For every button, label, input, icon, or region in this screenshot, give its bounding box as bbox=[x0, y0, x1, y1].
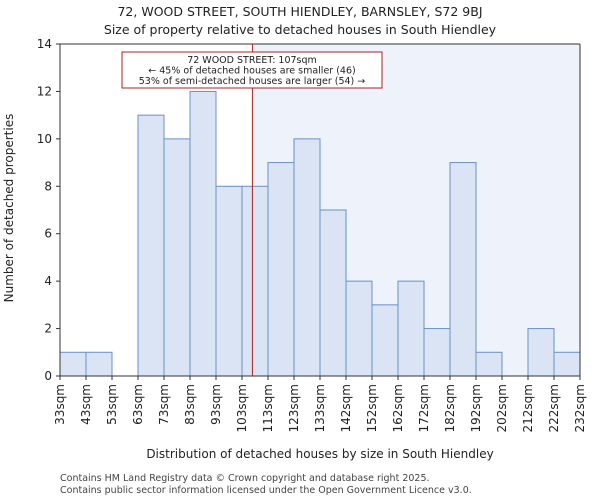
annotation-box bbox=[121, 51, 383, 89]
y-tick-label-8: 8 bbox=[44, 179, 52, 193]
annotation-line-2: ← 45% of detached houses are smaller (46… bbox=[148, 66, 355, 77]
x-axis-label: Distribution of detached houses by size … bbox=[146, 447, 493, 461]
x-tick-label-182sqm: 182sqm bbox=[443, 384, 457, 432]
bar-63sqm bbox=[137, 114, 165, 377]
chart-subtitle: Size of property relative to detached ho… bbox=[104, 22, 497, 37]
x-tick-label-172sqm: 172sqm bbox=[417, 384, 431, 432]
bar-93sqm bbox=[215, 185, 243, 377]
bar-142sqm bbox=[345, 280, 373, 377]
bar-43sqm bbox=[85, 351, 113, 377]
bar-133sqm bbox=[319, 209, 347, 377]
y-tick-label-0: 0 bbox=[44, 369, 52, 383]
y-tick-label-6: 6 bbox=[44, 227, 52, 241]
bar-192sqm bbox=[475, 351, 503, 377]
x-tick-label-53sqm: 53sqm bbox=[105, 384, 119, 425]
x-tick-label-73sqm: 73sqm bbox=[157, 384, 171, 425]
x-tick-label-232sqm: 232sqm bbox=[573, 384, 587, 432]
y-tick-label-2: 2 bbox=[44, 322, 52, 336]
chart-title: 72, WOOD STREET, SOUTH HIENDLEY, BARNSLE… bbox=[117, 4, 482, 19]
bar-33sqm bbox=[59, 351, 87, 377]
footer-line-2: Contains public sector information licen… bbox=[60, 485, 472, 496]
x-tick-label-93sqm: 93sqm bbox=[209, 384, 223, 425]
bar-113sqm bbox=[267, 162, 295, 377]
footer-line-1: Contains HM Land Registry data © Crown c… bbox=[60, 473, 430, 484]
x-tick-label-192sqm: 192sqm bbox=[469, 384, 483, 432]
x-tick-label-162sqm: 162sqm bbox=[391, 384, 405, 432]
annotation-line-3: 53% of semi-detached houses are larger (… bbox=[139, 76, 366, 87]
y-tick-label-14: 14 bbox=[37, 37, 52, 51]
y-tick-label-4: 4 bbox=[44, 274, 52, 288]
x-tick-label-123sqm: 123sqm bbox=[287, 384, 301, 432]
bar-152sqm bbox=[371, 304, 399, 377]
bar-172sqm bbox=[423, 328, 451, 377]
annotation-line-1: 72 WOOD STREET: 107sqm bbox=[187, 55, 317, 66]
x-tick-label-133sqm: 133sqm bbox=[313, 384, 327, 432]
plot-area: 0 2 4 6 8 10 12 14 33sqm 43sqm 53sqm 63sqm 73sqm 83sq… bbox=[37, 37, 587, 432]
bar-162sqm bbox=[397, 280, 425, 377]
x-tick-label-152sqm: 152sqm bbox=[365, 384, 379, 432]
bar-123sqm bbox=[293, 138, 321, 377]
y-tick-label-12: 12 bbox=[37, 84, 52, 98]
x-tick-label-222sqm: 222sqm bbox=[547, 384, 561, 432]
bar-212sqm bbox=[527, 328, 555, 377]
x-tick-label-212sqm: 212sqm bbox=[521, 384, 535, 432]
x-tick-label-33sqm: 33sqm bbox=[53, 384, 67, 425]
bar-73sqm bbox=[163, 138, 191, 377]
bar-83sqm bbox=[189, 90, 217, 377]
x-tick-label-83sqm: 83sqm bbox=[183, 384, 197, 425]
x-tick-label-142sqm: 142sqm bbox=[339, 384, 353, 432]
y-tick-label-10: 10 bbox=[37, 132, 52, 146]
bar-222sqm bbox=[553, 351, 581, 377]
x-tick-label-202sqm: 202sqm bbox=[495, 384, 509, 432]
x-tick-label-103sqm: 103sqm bbox=[235, 384, 249, 432]
x-tick-label-43sqm: 43sqm bbox=[79, 384, 93, 425]
x-tick-label-63sqm: 63sqm bbox=[131, 384, 145, 425]
x-tick-label-113sqm: 113sqm bbox=[261, 384, 275, 432]
bar-182sqm bbox=[449, 162, 477, 377]
y-axis-label: Number of detached properties bbox=[2, 114, 16, 303]
bar-103sqm bbox=[241, 185, 269, 377]
